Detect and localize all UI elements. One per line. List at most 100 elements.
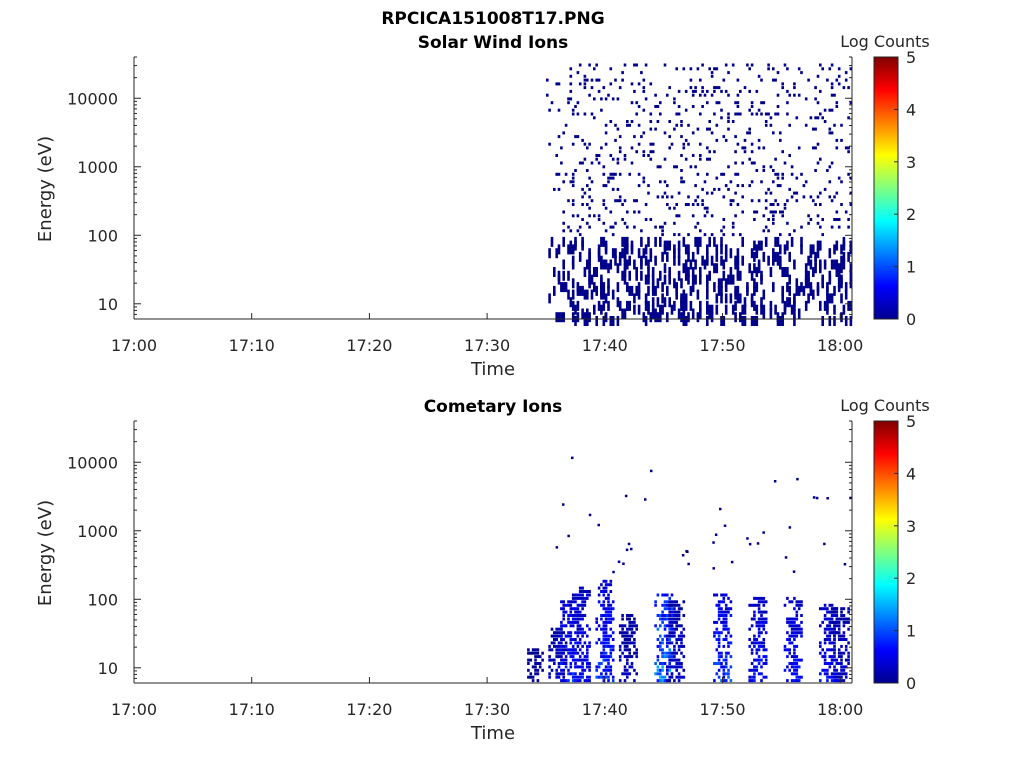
heatmap-cell [560,627,563,631]
heatmap-cell [821,218,824,221]
heatmap-cell [661,225,664,229]
heatmap-cell [628,255,631,266]
heatmap-cell [833,672,836,676]
heatmap-cell [637,210,641,214]
heatmap-cell [774,236,777,247]
heatmap-cell [635,199,638,203]
heatmap-cell [675,668,678,672]
heatmap-cell [715,672,719,676]
heatmap-cell [736,184,740,188]
heatmap-cell [604,184,608,188]
heatmap-cell [675,641,678,645]
heatmap-cell [588,590,591,593]
heatmap-cell [722,593,726,597]
heatmap-cell [609,225,613,229]
heatmap-cell [600,274,603,285]
heatmap-cell [553,641,556,645]
heatmap-cell [569,655,573,659]
heatmap-cell [844,658,848,662]
heatmap-cell [757,146,761,150]
heatmap-cell [637,123,641,127]
heatmap-cell [849,203,853,206]
heatmap-cell [626,259,629,270]
heatmap-cell [666,203,669,206]
heatmap-cell [571,180,575,184]
heatmap-cell [727,644,730,648]
heatmap-cell [847,218,850,221]
heatmap-cell [741,195,744,199]
heatmap-cell [571,456,574,460]
heatmap-cell [633,624,636,628]
heatmap-cell [706,300,709,311]
x-tick-label: 17:00 [111,336,157,355]
heatmap-cell [837,662,841,665]
heatmap-cell [797,679,801,683]
heatmap-cell [722,614,726,617]
heatmap-cell [553,267,556,277]
heatmap-cell [560,648,563,652]
heatmap-cell [746,282,749,293]
heatmap-cell [736,105,740,108]
heatmap-cell [581,285,584,296]
heatmap-cell [562,662,565,665]
heatmap-cell [833,285,836,296]
heatmap-cell [748,127,751,131]
heatmap-cell [795,665,799,669]
heatmap-cell [830,648,834,652]
heatmap-cell [717,187,721,191]
heatmap-cell [666,617,669,621]
heatmap-cell [764,675,768,679]
heatmap-cell [604,614,608,617]
heatmap-cell [776,172,780,176]
heatmap-cell [842,614,846,617]
heatmap-cell [680,154,683,157]
heatmap-cell [548,658,551,662]
heatmap-cell [717,651,721,655]
heatmap-cell [569,672,573,676]
heatmap-cell [548,655,551,659]
heatmap-cell [602,282,606,293]
heatmap-cell [677,672,681,676]
heatmap-cell [795,672,799,676]
heatmap-cell [581,627,584,631]
heatmap-cell [597,638,601,641]
heatmap-cell [564,665,568,669]
heatmap-cell [797,658,801,662]
heatmap-cell [663,603,667,607]
heatmap-cell [642,131,646,135]
heatmap-cell [830,620,834,624]
heatmap-cell [682,668,686,672]
heatmap-cell [677,634,681,638]
heatmap-cell [628,123,631,127]
heatmap-cell [727,116,730,120]
heatmap-cell [564,123,568,127]
heatmap-cell [757,634,761,638]
heatmap-cell [680,634,683,638]
heatmap-cell [673,607,676,611]
heatmap-cell [830,610,834,614]
heatmap-cell [604,610,608,614]
heatmap-cell [602,199,606,203]
heatmap-cell [833,634,836,638]
heatmap-cell [675,624,678,628]
x-axis-label: Time [470,723,515,744]
heatmap-cell [788,648,791,652]
heatmap-cell [677,658,681,662]
heatmap-cell [666,672,669,676]
heatmap-cell [569,67,573,71]
heatmap-cell [703,206,707,210]
heatmap-cell [666,251,669,262]
heatmap-cell [720,631,723,635]
heatmap-cell [659,312,662,323]
heatmap-cell [772,214,775,218]
heatmap-cell [649,112,653,116]
heatmap-cell [755,658,759,662]
heatmap-cell [706,210,709,214]
heatmap-cell [581,596,584,600]
heatmap-cell [842,668,846,672]
heatmap-cell [666,638,669,641]
heatmap-cell [670,675,674,679]
heatmap-cell [816,116,820,120]
heatmap-cell [724,672,728,676]
